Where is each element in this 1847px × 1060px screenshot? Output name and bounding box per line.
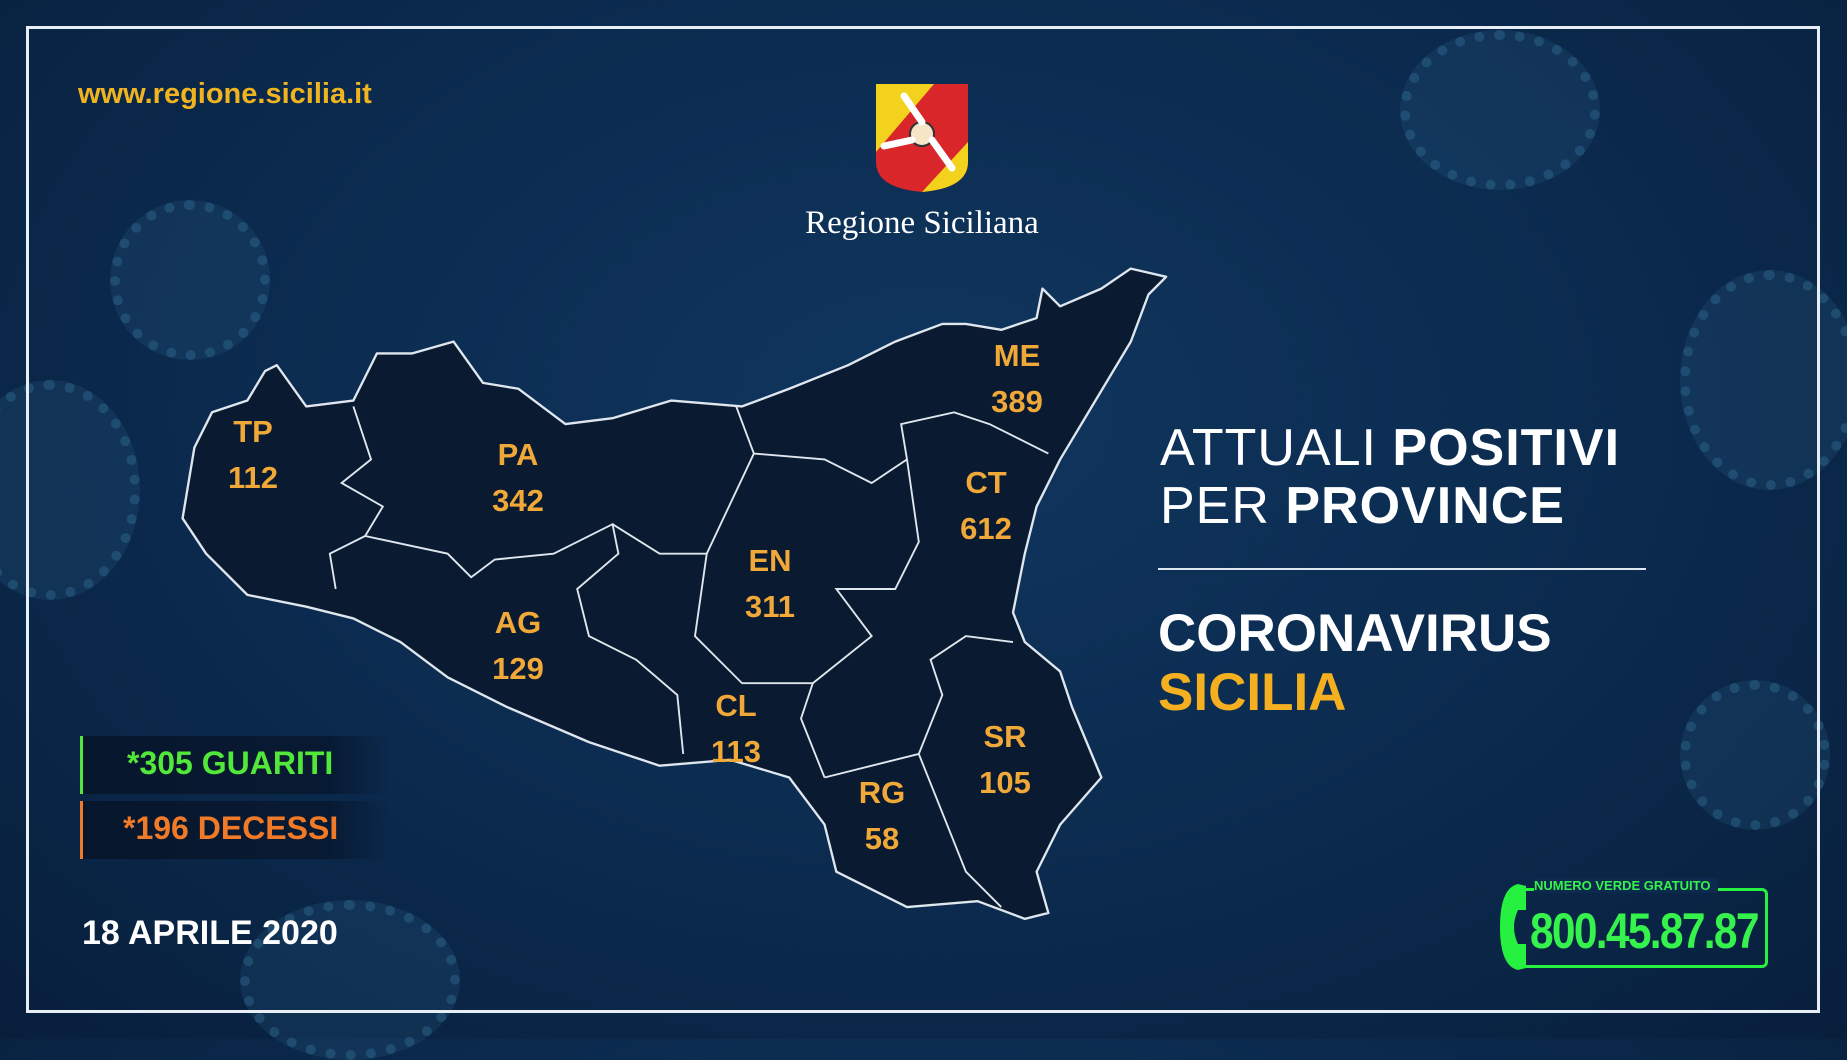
heading-line-2: PER PROVINCE [1160,477,1565,535]
province-label-ct: CT 612 [960,465,1012,546]
divider [1158,568,1646,570]
frame-border [26,26,1820,1013]
phone-icon [1500,884,1526,970]
hotline-number[interactable]: 800.45.87.87 [1530,903,1759,959]
virus-decoration [0,380,140,600]
recovered-badge: *305 GUARITI [80,736,390,794]
subheading-coronavirus: CORONAVIRUS [1158,604,1552,663]
logo-text: Regione Siciliana [805,205,1039,241]
report-date: 18 APRILE 2020 [82,914,338,952]
subheading-sicilia: SICILIA [1158,663,1347,722]
deaths-badge: *196 DECESSI [80,801,390,859]
trinacria-emblem [876,84,968,192]
province-label-sr: SR 105 [979,719,1031,800]
province-label-me: ME 389 [991,338,1043,419]
province-borders [328,406,1049,908]
province-label-ag: AG 129 [492,605,544,686]
province-label-cl: CL 113 [710,688,761,769]
hotline-box[interactable]: NUMERO VERDE GRATUITO 800.45.87.87 [1496,878,1776,970]
province-label-pa: PA 342 [492,437,544,518]
province-label-rg: RG 58 [858,775,906,856]
virus-decoration [110,200,270,360]
province-label-tp: TP 112 [227,414,278,495]
heading-line-1: ATTUALI POSITIVI [1160,419,1621,477]
virus-decoration [1680,680,1830,830]
hotline-label: NUMERO VERDE GRATUITO [1534,878,1719,893]
virus-decoration [1400,30,1600,190]
province-label-en: EN 311 [744,543,795,624]
website-link[interactable]: www.regione.sicilia.it [78,78,372,110]
